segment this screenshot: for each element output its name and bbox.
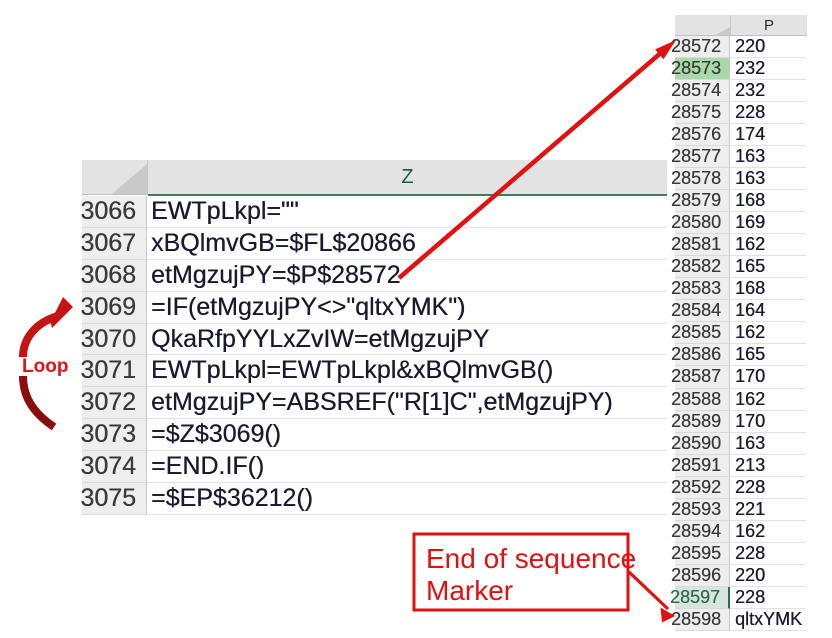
svg-text:Marker: Marker [426, 575, 513, 606]
svg-text:End of sequence: End of sequence [426, 543, 636, 574]
svg-text:Loop: Loop [22, 356, 68, 377]
